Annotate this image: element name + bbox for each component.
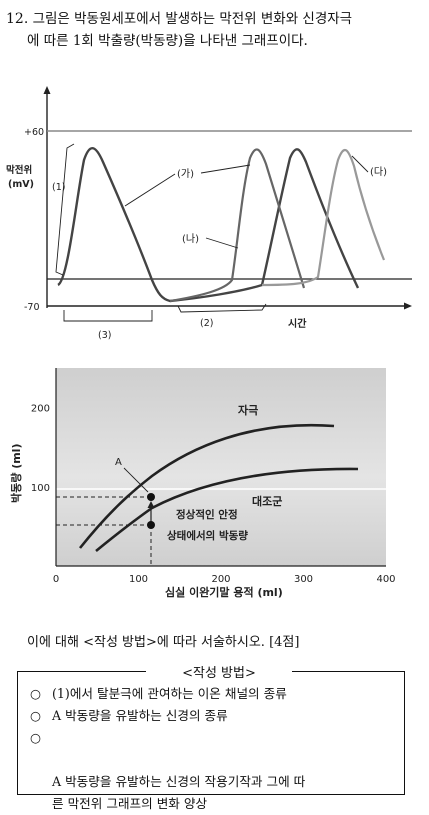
series-label-ga: (가) <box>177 168 194 180</box>
annotation-1: (1) <box>52 182 65 193</box>
y-axis-label: 박동량 (ml) <box>9 444 23 503</box>
series-control-curve <box>95 467 359 553</box>
series-label-da: (다) <box>370 166 387 178</box>
point-a-label: A <box>115 457 122 468</box>
x-tick-label: 100 <box>129 574 148 585</box>
series-label-control: 대조군 <box>252 494 282 508</box>
question-number: 12. <box>6 11 29 27</box>
method-box-title: <작성 방법> <box>146 662 292 681</box>
membrane-potential-chart: +60 -70 막전위 (mV) 시간 (가) (나) (다) (1) (2) … <box>6 86 412 341</box>
bracket-1 <box>55 143 75 276</box>
leader-da <box>351 155 369 173</box>
leader-ga-2 <box>124 173 176 207</box>
question-line-1: 그림은 박동원세포에서 발생하는 막전위 변화와 신경자극 <box>32 11 353 27</box>
y-axis-arrow <box>43 86 51 94</box>
x-tick-label: 200 <box>211 574 230 585</box>
series-na-curve <box>169 148 306 303</box>
series-label-stimulus: 자극 <box>238 403 258 417</box>
point-a-leader <box>123 467 149 493</box>
series-ga-curve <box>57 147 360 303</box>
method-item-1: ○ (1)에서 탈분극에 관여하는 이온 채널의 종류 <box>30 683 395 705</box>
x-axis-label: 심실 이완기말 용적 (ml) <box>165 585 283 599</box>
method-item-text: A 박동량을 유발하는 신경의 작용기작과 그에 따 른 막전위 그래프의 변화… <box>52 774 306 811</box>
plot-background <box>56 368 386 566</box>
y-tick-minus70: -70 <box>24 302 40 313</box>
annotation-2: (2) <box>200 318 213 329</box>
bracket-3 <box>63 310 153 322</box>
leader-ga-1 <box>200 164 251 174</box>
series-label-na: (나) <box>182 233 199 245</box>
arrow-head <box>147 501 155 508</box>
instruction-line: 이에 대해 <작성 방법>에 따라 서술하시오. [4점] <box>27 635 300 650</box>
bullet-icon: ○ <box>30 730 41 745</box>
annotation-3: (3) <box>98 330 111 341</box>
x-axis-label: 시간 <box>288 317 307 330</box>
leader-na <box>205 237 239 249</box>
tick-layer: 0 100 200 300 400 100 200 <box>31 404 396 585</box>
method-item-3: ○ A 박동량을 유발하는 신경의 작용기작과 그에 따 른 막전위 그래프의 … <box>30 727 395 815</box>
normal-label-1: 정상적인 안정 <box>176 508 238 521</box>
y-axis-label-1: 막전위 <box>6 164 32 176</box>
x-tick-label: 0 <box>53 574 59 585</box>
x-tick-label: 400 <box>376 574 395 585</box>
x-tick-label: 300 <box>294 574 313 585</box>
point-normal <box>147 521 155 529</box>
point-a <box>147 493 155 501</box>
series-stimulus-curve <box>78 423 335 549</box>
y-tick-label: 200 <box>31 404 50 415</box>
stroke-volume-chart: 0 100 200 300 400 100 200 심실 이완기말 용적 (ml) 박동량 … <box>9 368 396 599</box>
method-item-2: ○ A 박동량을 유발하는 신경의 종류 <box>30 705 395 727</box>
y-tick-label: 100 <box>31 483 50 494</box>
question-text: 12. 그림은 박동원세포에서 발생하는 막전위 변화와 신경자극 에 따른 1… <box>6 8 424 52</box>
method-list: ○ (1)에서 탈분극에 관여하는 이온 채널의 종류 ○ A 박동량을 유발하… <box>30 683 395 815</box>
method-item-text: (1)에서 탈분극에 관여하는 이온 채널의 종류 <box>52 686 287 701</box>
x-axis-arrow <box>404 302 412 310</box>
bullet-icon: ○ <box>30 708 41 723</box>
y-axis-label-2: (mV) <box>8 179 34 190</box>
question-line-2: 에 따른 1회 박출량(박동량)을 나타낸 그래프이다. <box>27 33 308 49</box>
bullet-icon: ○ <box>30 686 41 701</box>
method-item-text: A 박동량을 유발하는 신경의 종류 <box>52 708 228 723</box>
series-da-curve <box>261 149 386 287</box>
normal-label-2: 상태에서의 박동량 <box>167 529 248 542</box>
y-tick-plus60: +60 <box>24 127 44 138</box>
bracket-2 <box>177 303 267 313</box>
